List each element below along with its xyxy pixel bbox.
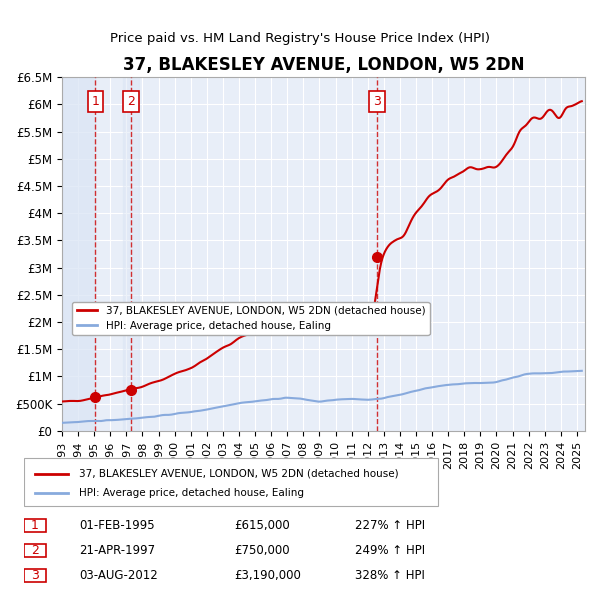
Text: 2: 2 [127, 95, 135, 108]
Text: 03-AUG-2012: 03-AUG-2012 [79, 569, 158, 582]
FancyBboxPatch shape [24, 544, 46, 557]
Text: 249% ↑ HPI: 249% ↑ HPI [355, 544, 425, 557]
Text: 3: 3 [31, 569, 39, 582]
Text: £615,000: £615,000 [234, 519, 290, 532]
Text: 328% ↑ HPI: 328% ↑ HPI [355, 569, 425, 582]
Text: 1: 1 [31, 519, 39, 532]
Text: 21-APR-1997: 21-APR-1997 [79, 544, 155, 557]
Text: 37, BLAKESLEY AVENUE, LONDON, W5 2DN (detached house): 37, BLAKESLEY AVENUE, LONDON, W5 2DN (de… [79, 469, 399, 478]
Text: £750,000: £750,000 [234, 544, 289, 557]
FancyBboxPatch shape [24, 519, 46, 532]
Text: £3,190,000: £3,190,000 [234, 569, 301, 582]
Legend: 37, BLAKESLEY AVENUE, LONDON, W5 2DN (detached house), HPI: Average price, detac: 37, BLAKESLEY AVENUE, LONDON, W5 2DN (de… [73, 301, 430, 335]
Title: 37, BLAKESLEY AVENUE, LONDON, W5 2DN: 37, BLAKESLEY AVENUE, LONDON, W5 2DN [123, 56, 524, 74]
FancyBboxPatch shape [24, 458, 438, 506]
Text: 1: 1 [92, 95, 100, 108]
FancyBboxPatch shape [24, 569, 46, 582]
Text: HPI: Average price, detached house, Ealing: HPI: Average price, detached house, Eali… [79, 489, 304, 498]
Text: 2: 2 [31, 544, 39, 557]
Text: Price paid vs. HM Land Registry's House Price Index (HPI): Price paid vs. HM Land Registry's House … [110, 32, 490, 45]
Text: 227% ↑ HPI: 227% ↑ HPI [355, 519, 425, 532]
Text: 01-FEB-1995: 01-FEB-1995 [79, 519, 155, 532]
Bar [62, 77, 95, 431]
Bar [123, 77, 139, 431]
Text: 3: 3 [373, 95, 381, 108]
